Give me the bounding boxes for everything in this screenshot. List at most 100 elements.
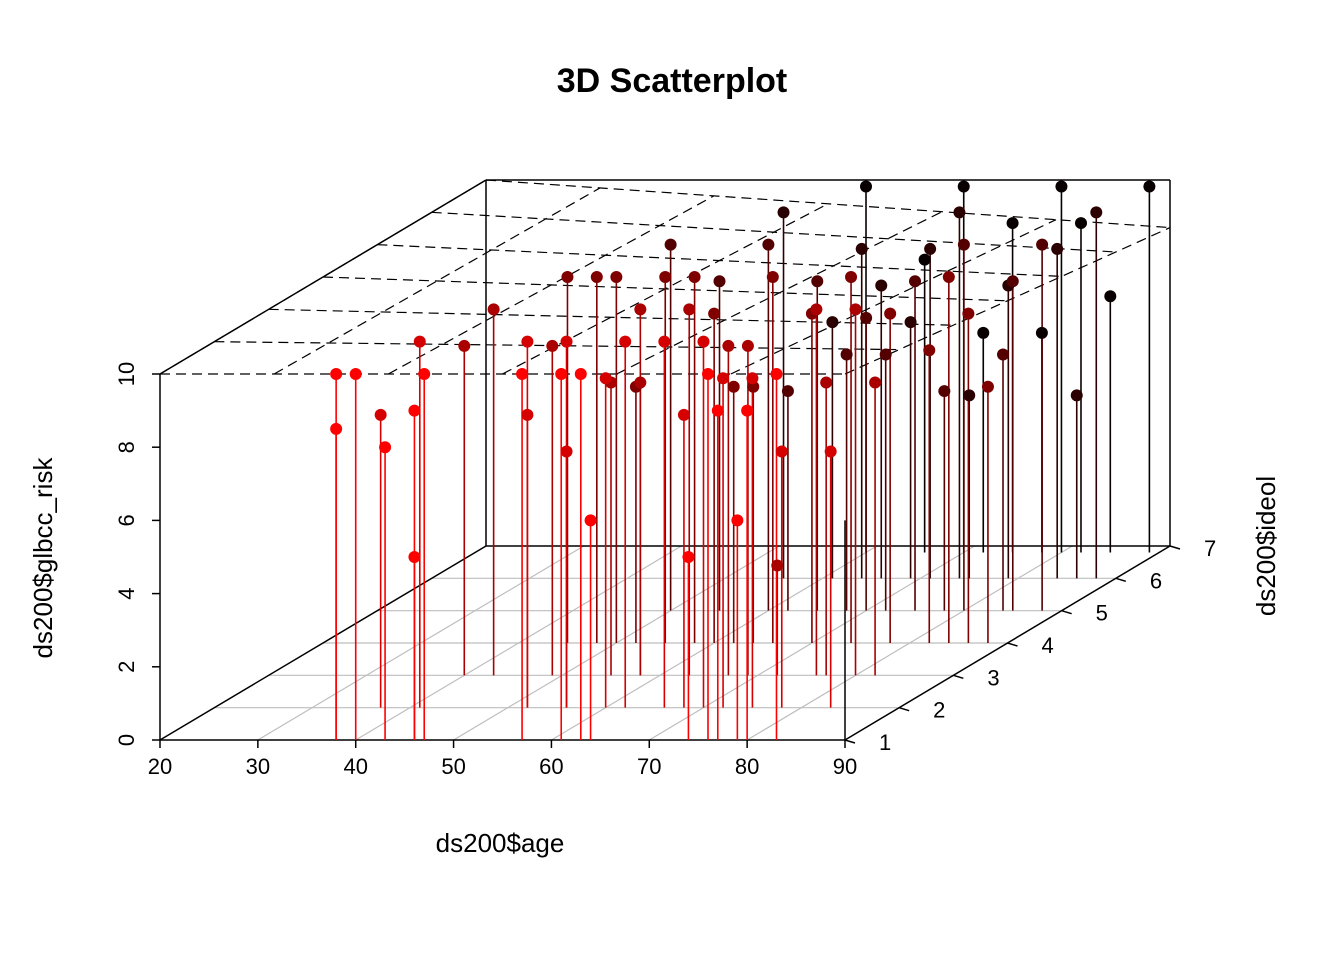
scatter-point [811, 275, 824, 288]
z-tick-label: 4 [114, 587, 139, 599]
scatter-point [711, 404, 724, 417]
chart-title: 3D Scatterplot [557, 62, 788, 100]
scatter-point [904, 316, 917, 329]
z-tick-label: 0 [114, 734, 139, 746]
scatter-point [884, 307, 897, 320]
scatter-point [374, 408, 387, 421]
x-axis-label: ds200$age [436, 828, 565, 858]
scatter-point [777, 206, 790, 219]
scatter-point [820, 376, 833, 389]
scatter-point [330, 368, 343, 380]
scatter-point [918, 253, 931, 266]
scatter-point [560, 335, 573, 348]
scatter-point [860, 180, 873, 193]
y-tick-mark [1115, 577, 1127, 583]
scatter-point [1035, 326, 1048, 339]
x-tick-label: 90 [833, 754, 857, 779]
scatter-point [826, 316, 839, 329]
x-tick-label: 50 [441, 754, 465, 779]
x-tick-label: 20 [148, 754, 172, 779]
scatter-point [942, 271, 955, 283]
scatter-point [574, 368, 587, 380]
scatter-point [762, 238, 775, 251]
scatter-point [413, 335, 426, 348]
scatter-point [957, 180, 970, 193]
scatter-point [766, 271, 779, 283]
scatter-point [683, 303, 696, 316]
scatter-point [824, 445, 837, 458]
y-tick-label: 3 [987, 665, 999, 690]
scatter-point [849, 303, 862, 316]
z-tick-label: 2 [114, 661, 139, 673]
scatter-point [963, 389, 976, 402]
scatter-point [487, 303, 500, 316]
scatter-point [521, 335, 534, 348]
x-tick-label: 60 [539, 754, 563, 779]
scatter-point [590, 271, 603, 283]
scatter-point [516, 368, 529, 380]
scatter-point [1055, 180, 1068, 193]
drop-lines [335, 186, 1151, 740]
scatter-point [610, 271, 623, 283]
plane-line [485, 179, 1171, 229]
y-tick-label: 5 [1096, 601, 1108, 626]
scatter-point [664, 238, 677, 251]
scatter-point [1104, 290, 1117, 303]
scatter-point [1074, 217, 1087, 230]
scatter-point [741, 339, 754, 352]
y-tick-mark [953, 674, 964, 680]
scatter-point [619, 335, 632, 348]
frame-edge [159, 545, 487, 741]
scatter-point [923, 344, 936, 357]
plane-line [730, 219, 1057, 375]
plane-line [844, 227, 1171, 375]
scatter-point [560, 445, 573, 458]
scatter-point [1006, 275, 1019, 288]
scatter-point [909, 275, 922, 288]
scatter-point [408, 551, 421, 563]
scatter-point [697, 335, 710, 348]
x-tick-label: 30 [246, 754, 270, 779]
plane-line [431, 211, 1116, 253]
scatter-point [869, 376, 882, 389]
scatter-point [677, 408, 690, 421]
scatter-point [1006, 217, 1019, 230]
y-axis-label: ds200$ideol [1251, 476, 1281, 616]
scatter-point [1143, 180, 1156, 193]
scatter-point [688, 271, 701, 283]
y-tick-label: 1 [879, 730, 891, 755]
scatter-point [953, 206, 966, 219]
scatter-point [727, 380, 740, 393]
z-tick-label: 10 [114, 362, 139, 386]
scatter-point [957, 238, 970, 251]
scatter-point [561, 271, 574, 283]
scatter-point [379, 441, 392, 454]
scatter-point [775, 445, 788, 458]
scatter-point [1036, 238, 1049, 251]
scatter-point [708, 307, 721, 320]
scatter-point [584, 514, 597, 527]
y-tick-label: 6 [1150, 568, 1162, 593]
scatter-point [771, 559, 784, 572]
scatter-point [746, 372, 759, 385]
x-tick-label: 80 [735, 754, 759, 779]
z-tick-label: 6 [114, 514, 139, 526]
scatter-point [659, 271, 672, 283]
x-tick-label: 70 [637, 754, 661, 779]
z-tick-label: 8 [114, 441, 139, 453]
scatter-point [770, 368, 783, 380]
scatter-point [634, 303, 647, 316]
scatter-point [741, 404, 754, 417]
scatter-point [658, 335, 671, 348]
y-tick-label: 7 [1204, 536, 1216, 561]
y-tick-mark [1007, 642, 1018, 647]
scatter-point [1090, 206, 1103, 219]
scatter-point [599, 372, 612, 385]
data-points [330, 180, 1156, 572]
y-tick-label: 2 [933, 698, 945, 723]
scatter-point [713, 275, 726, 288]
scatter-point [879, 348, 892, 361]
